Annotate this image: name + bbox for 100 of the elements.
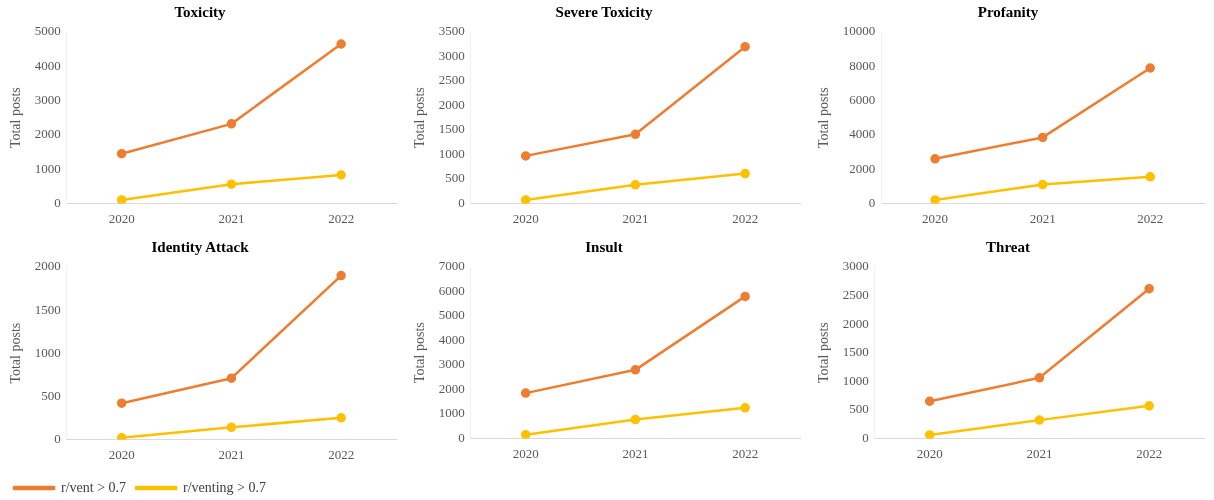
point	[226, 119, 237, 129]
point	[116, 398, 127, 408]
y-tick-label: 4000	[34, 57, 61, 73]
y-tick-label: 4000	[849, 126, 876, 142]
y-tick-label: 3500	[438, 23, 465, 39]
y-tick-label: 0	[862, 429, 869, 445]
y-tick-label: 5000	[34, 23, 61, 39]
x-tick-label: 2020	[916, 445, 943, 461]
point	[116, 195, 127, 204]
point	[1037, 132, 1048, 143]
y-tick-label: 6000	[438, 282, 465, 298]
point	[1145, 172, 1155, 182]
y-tick-label: 500	[445, 170, 465, 186]
x-tick-label: 2020	[108, 446, 135, 462]
y-tick-label: 1000	[438, 145, 465, 161]
y-tick-label: 1500	[842, 344, 869, 360]
point	[520, 195, 531, 204]
y-tick-label: 2000	[34, 126, 61, 142]
y-tick-label: 0	[458, 194, 465, 210]
point	[1034, 373, 1045, 383]
y-axis-title: Total posts	[816, 322, 832, 384]
y-tick-label: 0	[54, 194, 61, 210]
y-axis-title: Total posts	[8, 322, 24, 384]
y-tick-label: 1000	[34, 160, 61, 176]
point	[336, 39, 346, 49]
point	[1145, 63, 1155, 73]
point	[226, 422, 237, 433]
y-tick-label: 1500	[34, 301, 61, 317]
chart-title: Insult	[585, 238, 623, 255]
point	[520, 151, 531, 161]
legend-label: r/vent > 0.7	[61, 479, 127, 495]
point	[336, 413, 346, 423]
point	[924, 430, 935, 439]
y-tick-label: 0	[868, 194, 876, 210]
y-tick-label: 500	[849, 401, 869, 417]
chart-title: Identity Attack	[151, 238, 250, 255]
x-tick-label: 2022	[328, 446, 355, 462]
point	[740, 168, 750, 179]
y-tick-label: 2000	[34, 258, 61, 274]
y-tick-label: 3000	[842, 258, 869, 274]
y-tick-label: 0	[54, 430, 61, 446]
point	[520, 388, 531, 398]
point	[226, 179, 237, 189]
point	[630, 365, 641, 375]
y-tick-label: 1000	[438, 405, 465, 421]
point	[116, 148, 127, 159]
point	[740, 41, 750, 52]
x-tick-label: 2021	[622, 210, 649, 226]
y-axis-title: Total posts	[816, 87, 832, 149]
point	[740, 291, 750, 302]
y-tick-label: 10000	[842, 23, 876, 39]
point	[336, 270, 346, 281]
y-tick-label: 3000	[438, 356, 465, 372]
point	[336, 170, 346, 180]
chart-title: Threat	[986, 238, 1030, 255]
chart-title: Profanity	[977, 3, 1039, 20]
y-tick-label: 1000	[842, 372, 869, 388]
y-tick-label: 8000	[849, 57, 876, 73]
x-tick-label: 2021	[1029, 210, 1056, 226]
legend-label: r/venting > 0.7	[183, 479, 266, 495]
point	[1037, 179, 1048, 190]
x-tick-label: 2020	[922, 210, 949, 226]
y-tick-label: 2500	[438, 72, 465, 88]
x-tick-label: 2022	[328, 210, 355, 226]
x-tick-label: 2020	[512, 210, 539, 226]
x-tick-label: 2021	[622, 445, 649, 461]
x-tick-label: 2021	[1026, 445, 1053, 461]
x-tick-label: 2022	[1136, 445, 1163, 461]
y-axis-title: Total posts	[412, 87, 428, 149]
point	[924, 396, 935, 407]
y-axis-title: Total posts	[412, 322, 428, 384]
x-tick-label: 2020	[512, 445, 539, 461]
y-tick-label: 5000	[438, 307, 465, 323]
y-tick-label: 2000	[438, 96, 465, 112]
y-tick-label: 500	[41, 387, 61, 403]
point	[630, 180, 641, 190]
point	[740, 403, 750, 413]
y-tick-label: 1000	[34, 344, 61, 360]
point	[630, 414, 641, 425]
y-tick-label: 0	[458, 429, 465, 445]
point	[226, 373, 237, 383]
point	[520, 429, 531, 439]
point	[930, 195, 940, 204]
point	[1144, 283, 1154, 294]
y-tick-label: 3000	[34, 91, 61, 107]
y-tick-label: 2000	[438, 380, 465, 396]
x-tick-label: 2022	[1137, 210, 1164, 226]
y-tick-label: 7000	[438, 258, 465, 274]
point	[630, 129, 641, 140]
y-tick-label: 6000	[849, 91, 876, 107]
point	[930, 154, 940, 164]
y-axis-title: Total posts	[8, 87, 24, 149]
y-tick-label: 2500	[842, 286, 869, 302]
y-tick-label: 4000	[438, 331, 465, 347]
x-tick-label: 2021	[218, 446, 245, 462]
y-tick-label: 1500	[438, 121, 465, 137]
y-tick-label: 3000	[438, 47, 465, 63]
x-tick-label: 2022	[732, 210, 759, 226]
y-tick-label: 2000	[849, 160, 876, 176]
point	[116, 432, 127, 440]
